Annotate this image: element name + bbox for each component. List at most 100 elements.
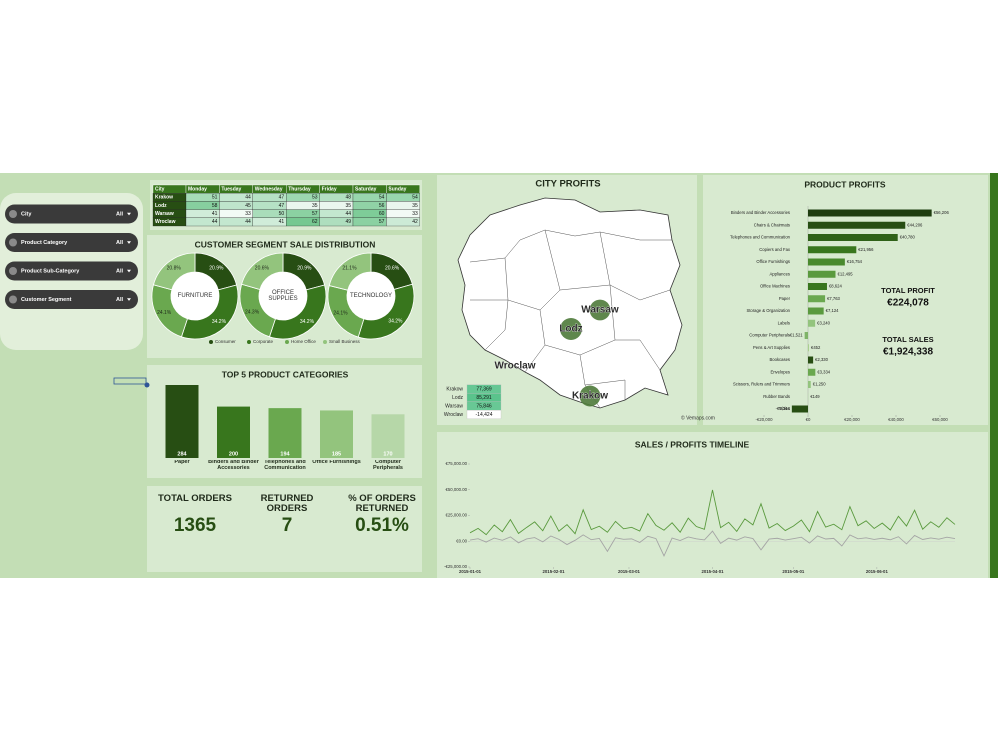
- y-tick-label: Storage & Organization: [746, 308, 790, 313]
- map-legend-city: Lodz: [452, 395, 463, 401]
- bar-value-label: €16,754: [847, 259, 863, 264]
- donut-label: 34.2%: [388, 318, 403, 324]
- legend-label: Corporate: [253, 339, 274, 344]
- map-legend-value: 75,846: [476, 403, 492, 409]
- map: [457, 197, 683, 409]
- donut-label: 20.9%: [297, 266, 312, 272]
- y-tick-label: Chairs & Chairmats: [754, 222, 790, 227]
- slicer-icon: [9, 210, 17, 218]
- donut-hole: [171, 272, 219, 320]
- selection-handle: [144, 382, 150, 388]
- bar-value-label: €2,330: [815, 357, 828, 362]
- kpi-label: % OF ORDERS RETURNED: [348, 494, 416, 514]
- bar-value-label: 194: [280, 451, 290, 457]
- bar: [808, 246, 857, 254]
- donut-label: 20.6%: [255, 265, 270, 271]
- kpi-label: RETURNED ORDERS: [260, 494, 314, 514]
- total-label: TOTAL PROFIT: [881, 286, 935, 295]
- table-value: 49: [345, 219, 351, 225]
- table-value: 47: [279, 203, 285, 209]
- table-header: Tuesday: [221, 186, 241, 192]
- table-city: Warsaw: [155, 211, 174, 217]
- donut-label: 34.2%: [300, 319, 315, 325]
- selection-box: [113, 377, 147, 385]
- table-value: 44: [212, 219, 218, 225]
- table-cell: [386, 217, 420, 227]
- bar: [371, 414, 405, 458]
- y-tick-label: Copiers and Fax: [759, 247, 791, 252]
- x-tick-label: 2015-06-01: [866, 569, 889, 574]
- table-value: 47: [279, 195, 285, 201]
- bar-value-label: -€7,344: [776, 406, 791, 411]
- bar-value-label: €7,124: [826, 308, 839, 313]
- table-value: 57: [312, 211, 318, 217]
- map-legend-city: Warsaw: [445, 403, 463, 409]
- table-value: 60: [379, 211, 385, 217]
- donut-center-label-box: TECHNOLOGY: [350, 293, 392, 299]
- donut-center-label-box: OFFICE SUPPLIES: [268, 290, 297, 302]
- bar-value-label: €3,240: [817, 320, 830, 325]
- y-tick-label: Telephones and Communication: [730, 235, 790, 240]
- profit-bubble: [579, 385, 601, 407]
- slicer[interactable]: [5, 204, 138, 224]
- series-line: [469, 489, 956, 536]
- slicer-label: City: [21, 211, 32, 217]
- bar-value-label: €1,250: [813, 382, 826, 387]
- slicer-label: Customer Segment: [21, 297, 72, 303]
- y-tick-label: €50,000.00: [445, 487, 467, 492]
- x-tick-label-box: Computer Peripherals: [373, 460, 403, 471]
- x-tick-label-box: Binders and Binder Accessories: [208, 460, 259, 471]
- slicer-value: All: [116, 297, 124, 303]
- bar: [791, 405, 808, 413]
- donut-hole: [259, 272, 307, 320]
- bar-value-label: 200: [229, 451, 238, 457]
- kpi-value: 0.51%: [355, 515, 409, 536]
- donut-center-label: FURNITURE: [177, 292, 213, 299]
- x-tick-label: 2015-03-01: [618, 569, 641, 574]
- y-tick-label: €25,000.00: [445, 513, 467, 518]
- x-tick-label: Office Furnishings: [312, 460, 361, 465]
- bar-value-label: 185: [332, 451, 341, 457]
- bar-value-label: 170: [383, 451, 392, 457]
- kpi-value: 1365: [174, 515, 217, 536]
- table-value: 53: [312, 195, 318, 201]
- map-legend-cell: [466, 410, 502, 419]
- bar-value-label: €452: [811, 345, 821, 350]
- bar-value-label: €7,763: [827, 296, 840, 301]
- bar: [808, 307, 824, 315]
- table-value: 35: [312, 203, 318, 209]
- bar: [268, 408, 302, 458]
- table-value: 41: [212, 211, 218, 217]
- table-value: 42: [412, 219, 418, 225]
- total-value: €224,078: [887, 298, 929, 309]
- donut-label: 24.1%: [333, 310, 348, 316]
- bar: [808, 368, 816, 376]
- chart-title: SALES / PROFITS TIMELINE: [635, 439, 750, 449]
- bar-value-label: €8,624: [829, 284, 842, 289]
- slicer[interactable]: [5, 261, 138, 281]
- profit-bubble: [589, 299, 611, 321]
- bar: [808, 319, 816, 327]
- map-legend-city: Krakow: [446, 386, 463, 392]
- slicer[interactable]: [5, 233, 138, 252]
- chart-title: PRODUCT PROFITS: [804, 179, 886, 189]
- dropdown-arrow: [127, 298, 131, 301]
- y-tick-label: Envelopes: [770, 369, 790, 374]
- country-outline: [457, 197, 683, 409]
- donut-label: 24.1%: [157, 310, 172, 316]
- slicer-value: All: [116, 211, 124, 217]
- slicer-value: All: [116, 268, 124, 274]
- slicer[interactable]: [5, 290, 138, 309]
- map-city-label: Lodz: [559, 324, 582, 335]
- map-city-label: Warsaw: [581, 305, 619, 316]
- chart-title: CUSTOMER SEGMENT SALE DISTRIBUTION: [195, 239, 376, 249]
- table-city: Krakow: [155, 195, 173, 201]
- map-credit: © Vemaps.com: [681, 414, 715, 421]
- profit-panel: [703, 175, 988, 425]
- x-tick-label: €20,000: [844, 417, 860, 422]
- table-value: 44: [245, 219, 251, 225]
- table-city: Lodz: [155, 203, 167, 209]
- x-tick-label: €40,000: [888, 417, 904, 422]
